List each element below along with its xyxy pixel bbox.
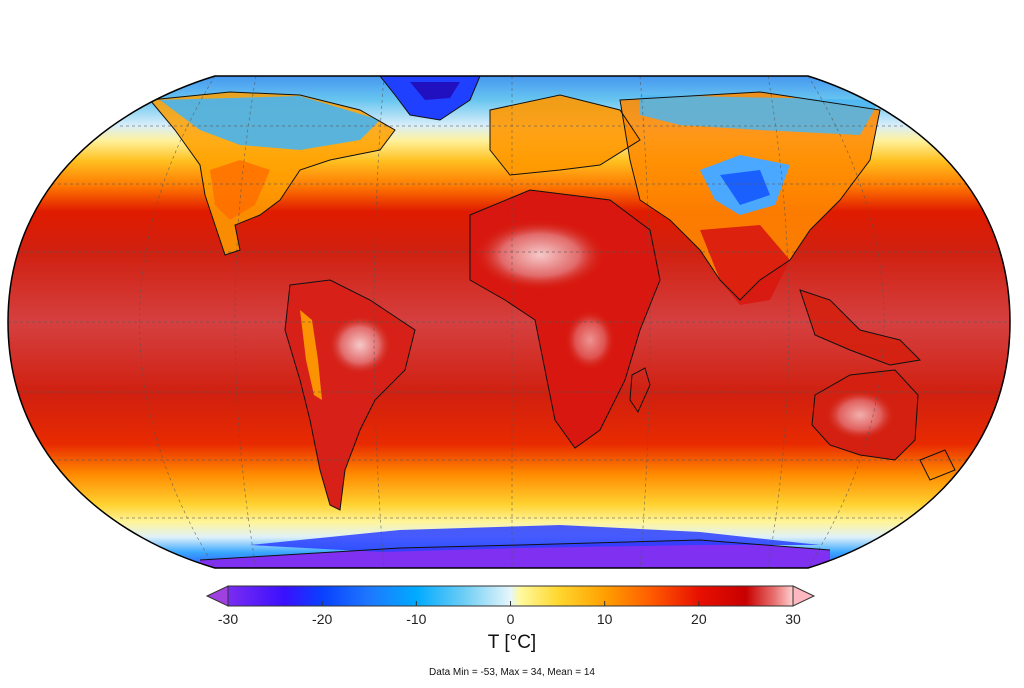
- europe-land: [490, 95, 640, 175]
- coast-madagascar: [629, 367, 651, 414]
- map-boundary: [7, 75, 1011, 569]
- coast-new-zealand: [919, 449, 956, 481]
- colorbar-tick-label: 10: [597, 611, 613, 627]
- central-africa-hot-spot: [565, 310, 615, 370]
- colorbar-title: T [°C]: [488, 632, 536, 653]
- sahara-hot-spot: [475, 220, 605, 290]
- coast-greenland: [378, 76, 481, 121]
- coast-north-america: [149, 91, 396, 256]
- coast-africa: [469, 189, 661, 449]
- colorbar: -30 -20 -10 0 10 20 30 T [°C]: [205, 585, 816, 653]
- coast-australia: [811, 369, 919, 461]
- colorbar-tick-label: -30: [218, 611, 238, 627]
- antarctic-coast-cold: [250, 525, 820, 552]
- siberia-cold-region: [640, 95, 880, 135]
- colorbar-ticks: -30 -20 -10 0 10 20 30: [218, 601, 801, 627]
- gridline-lon-90e: [767, 76, 790, 568]
- colorbar-tick-label: 20: [691, 611, 707, 627]
- colorbar-tick-label: -20: [312, 611, 332, 627]
- coastlines: [149, 76, 956, 561]
- usa-warm-region: [210, 160, 270, 220]
- gridline-lon-45e: [639, 76, 651, 568]
- antarctica-ice: [200, 540, 830, 568]
- andes-cool-strip: [300, 310, 322, 400]
- tibet-core: [720, 170, 770, 205]
- colorbar-tick-label: 30: [785, 611, 801, 627]
- gridline-lon-135e: [807, 76, 885, 568]
- coast-antarctica: [199, 539, 831, 561]
- coast-maritime-continent: [799, 289, 922, 366]
- colorbar-under-arrow: [205, 585, 229, 607]
- colorbar-tick-label: -10: [406, 611, 426, 627]
- gridline-lon-135w: [139, 76, 216, 568]
- india-land: [700, 225, 790, 305]
- colorbar-tick-label: 0: [507, 611, 515, 627]
- brazil-hot-spot: [328, 315, 392, 375]
- map-body: [8, 76, 1010, 568]
- coast-asia: [619, 91, 881, 301]
- gridline-lon-90w: [234, 76, 257, 568]
- maritime-continent: [800, 290, 920, 365]
- coast-europe: [489, 94, 641, 176]
- canada-cold-region: [160, 96, 380, 150]
- gridline-lon-45w: [373, 76, 385, 568]
- data-statistics: Data Min = -53, Max = 34, Mean = 14: [429, 667, 595, 678]
- australia-hot-spot: [825, 390, 895, 440]
- greenland-core: [410, 82, 460, 100]
- colorbar-over-arrow: [792, 585, 816, 607]
- graticule: [8, 76, 1010, 568]
- coast-south-america: [284, 279, 416, 511]
